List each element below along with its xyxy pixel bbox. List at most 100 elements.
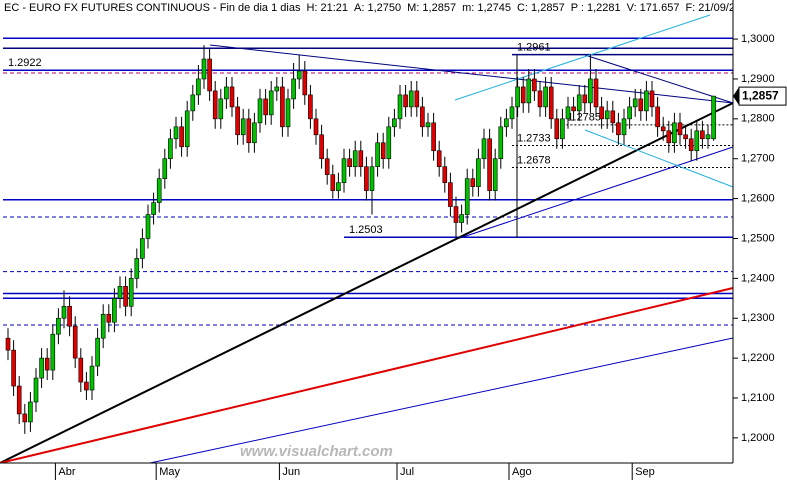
candle-body	[666, 130, 672, 144]
candle-body	[694, 130, 700, 152]
candle-body	[196, 78, 201, 96]
candle-body	[44, 357, 50, 371]
candle-body	[56, 317, 61, 335]
candle-body	[280, 86, 285, 128]
candle-body	[498, 126, 504, 160]
candle-body	[532, 78, 537, 92]
header-item: EC - EURO FX FUTURES CONTINUOUS - Fin de…	[4, 2, 301, 14]
candle-body	[700, 130, 705, 140]
candle-body	[638, 98, 644, 112]
candle-body	[235, 106, 240, 136]
candle-body	[487, 138, 492, 191]
x-tick-label: May	[159, 466, 180, 478]
candle-body	[123, 286, 128, 307]
candle-body	[683, 134, 688, 140]
candle-body	[380, 142, 386, 160]
x-tick-label: Sep	[635, 466, 655, 478]
candle-body	[156, 178, 162, 203]
candle-body	[330, 174, 336, 191]
candles	[5, 45, 716, 434]
candle-body	[50, 333, 56, 371]
trend-line	[584, 54, 734, 104]
candle-body	[537, 90, 543, 108]
header-item: m: 1,2745	[462, 2, 511, 14]
candle-body	[688, 138, 694, 152]
candle-body	[632, 98, 638, 108]
candle-body	[22, 413, 28, 423]
header: EC - EURO FX FUTURES CONTINUOUS - Fin de…	[4, 2, 753, 14]
trend-line	[0, 287, 734, 464]
last-price-box	[738, 86, 787, 106]
candle-body	[324, 158, 330, 175]
candle-body	[616, 122, 621, 136]
last-price-label: 1,2857	[742, 88, 779, 102]
candle-body	[464, 178, 470, 215]
candle-body	[492, 158, 498, 191]
candle-body	[184, 110, 190, 148]
header-item: C: 1,2857	[517, 2, 565, 14]
candle-body	[436, 150, 442, 167]
candle-body	[72, 325, 78, 359]
candle-body	[599, 106, 604, 120]
candle-body	[179, 126, 184, 148]
level-label: 1.2785	[567, 112, 601, 124]
header-item: P : 1,2281	[571, 2, 621, 14]
candle-body	[425, 122, 431, 128]
candle-body	[375, 142, 380, 167]
candle-body	[61, 305, 67, 319]
candle-body	[95, 337, 100, 367]
candle-body	[453, 206, 459, 223]
candle-body	[543, 86, 548, 108]
last-price-pointer	[733, 87, 739, 106]
candle-body	[336, 182, 341, 191]
y-axis-area	[733, 0, 787, 480]
header-item: A: 1,2750	[354, 2, 401, 14]
candle-body	[448, 182, 453, 207]
candle-body	[470, 178, 476, 187]
y-tick-label: 1,2000	[741, 432, 775, 444]
y-tick-label: 1,2300	[741, 312, 775, 324]
y-tick-label: 1,3000	[741, 33, 775, 45]
level-label: 1.2961	[517, 42, 551, 54]
candle-body	[173, 126, 179, 140]
y-tick-label: 1,2800	[741, 113, 775, 125]
candle-body	[705, 134, 711, 140]
candle-body	[84, 381, 89, 391]
candle-body	[140, 238, 145, 259]
x-tick-label: Jun	[282, 466, 300, 478]
y-tick-label: 1,2600	[741, 193, 775, 205]
candle-body	[504, 118, 509, 128]
candle-body	[554, 118, 560, 140]
candle-body	[246, 118, 252, 144]
trend-line	[584, 129, 734, 188]
candle-body	[677, 122, 683, 136]
candle-body	[190, 94, 196, 112]
x-tick-label: Abr	[58, 466, 75, 478]
candle-body	[711, 95, 716, 140]
candle-body	[509, 106, 515, 120]
trend-line	[454, 14, 711, 101]
candle-body	[28, 401, 33, 423]
candle-body	[358, 150, 364, 167]
candle-body	[644, 90, 649, 112]
candle-body	[414, 90, 420, 108]
candle-body	[296, 70, 302, 80]
candle-body	[274, 86, 280, 92]
candle-body	[431, 122, 436, 152]
candle-body	[515, 86, 520, 108]
trend-line	[0, 102, 734, 464]
header-item: H: 21:21	[306, 2, 348, 14]
candle-body	[582, 94, 588, 104]
candle-body	[229, 86, 235, 108]
level-label: 1.2678	[517, 154, 551, 166]
candle-body	[576, 94, 582, 112]
axes: 1,3000 1,2900 1,2800 1,2700 1,2600 1,2500 1,24…	[54, 33, 787, 480]
candle-body	[442, 166, 448, 183]
candle-body	[313, 118, 319, 136]
candle-body	[145, 214, 151, 239]
y-tick-label: 1,2200	[741, 352, 775, 364]
candle-body	[257, 98, 263, 124]
candle-body	[347, 158, 352, 167]
candle-body	[593, 78, 599, 108]
